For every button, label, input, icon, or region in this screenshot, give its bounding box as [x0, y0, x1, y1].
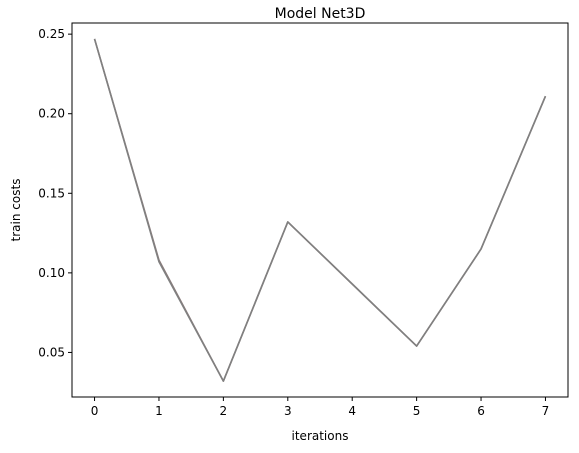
axes-layer: 0 1 2 3 4 5 6 7 0.05 0.10 0.15 0.20 0.25	[38, 27, 549, 418]
plot-area	[72, 23, 568, 397]
chart-title: Model Net3D	[275, 6, 366, 22]
plot-frame	[71, 22, 569, 398]
x-axis-label: iterations	[292, 429, 349, 443]
x-tick-label: 2	[220, 404, 228, 418]
x-tick-label: 1	[155, 404, 163, 418]
x-tick-label: 6	[477, 404, 485, 418]
series-layer	[93, 38, 547, 382]
y-tick-label: 0.15	[38, 186, 65, 200]
y-tick-label: 0.10	[38, 266, 65, 280]
y-tick-label: 0.25	[38, 27, 65, 41]
series-line-2	[93, 38, 547, 382]
x-tick-label: 5	[413, 404, 421, 418]
y-tick-label: 0.20	[38, 107, 65, 121]
y-axis-label: train costs	[9, 179, 23, 242]
x-tick-label: 3	[284, 404, 292, 418]
x-tick-label: 7	[542, 404, 550, 418]
x-tick-label: 4	[348, 404, 356, 418]
x-tick-label: 0	[91, 404, 99, 418]
y-tick-label: 0.05	[38, 345, 65, 359]
